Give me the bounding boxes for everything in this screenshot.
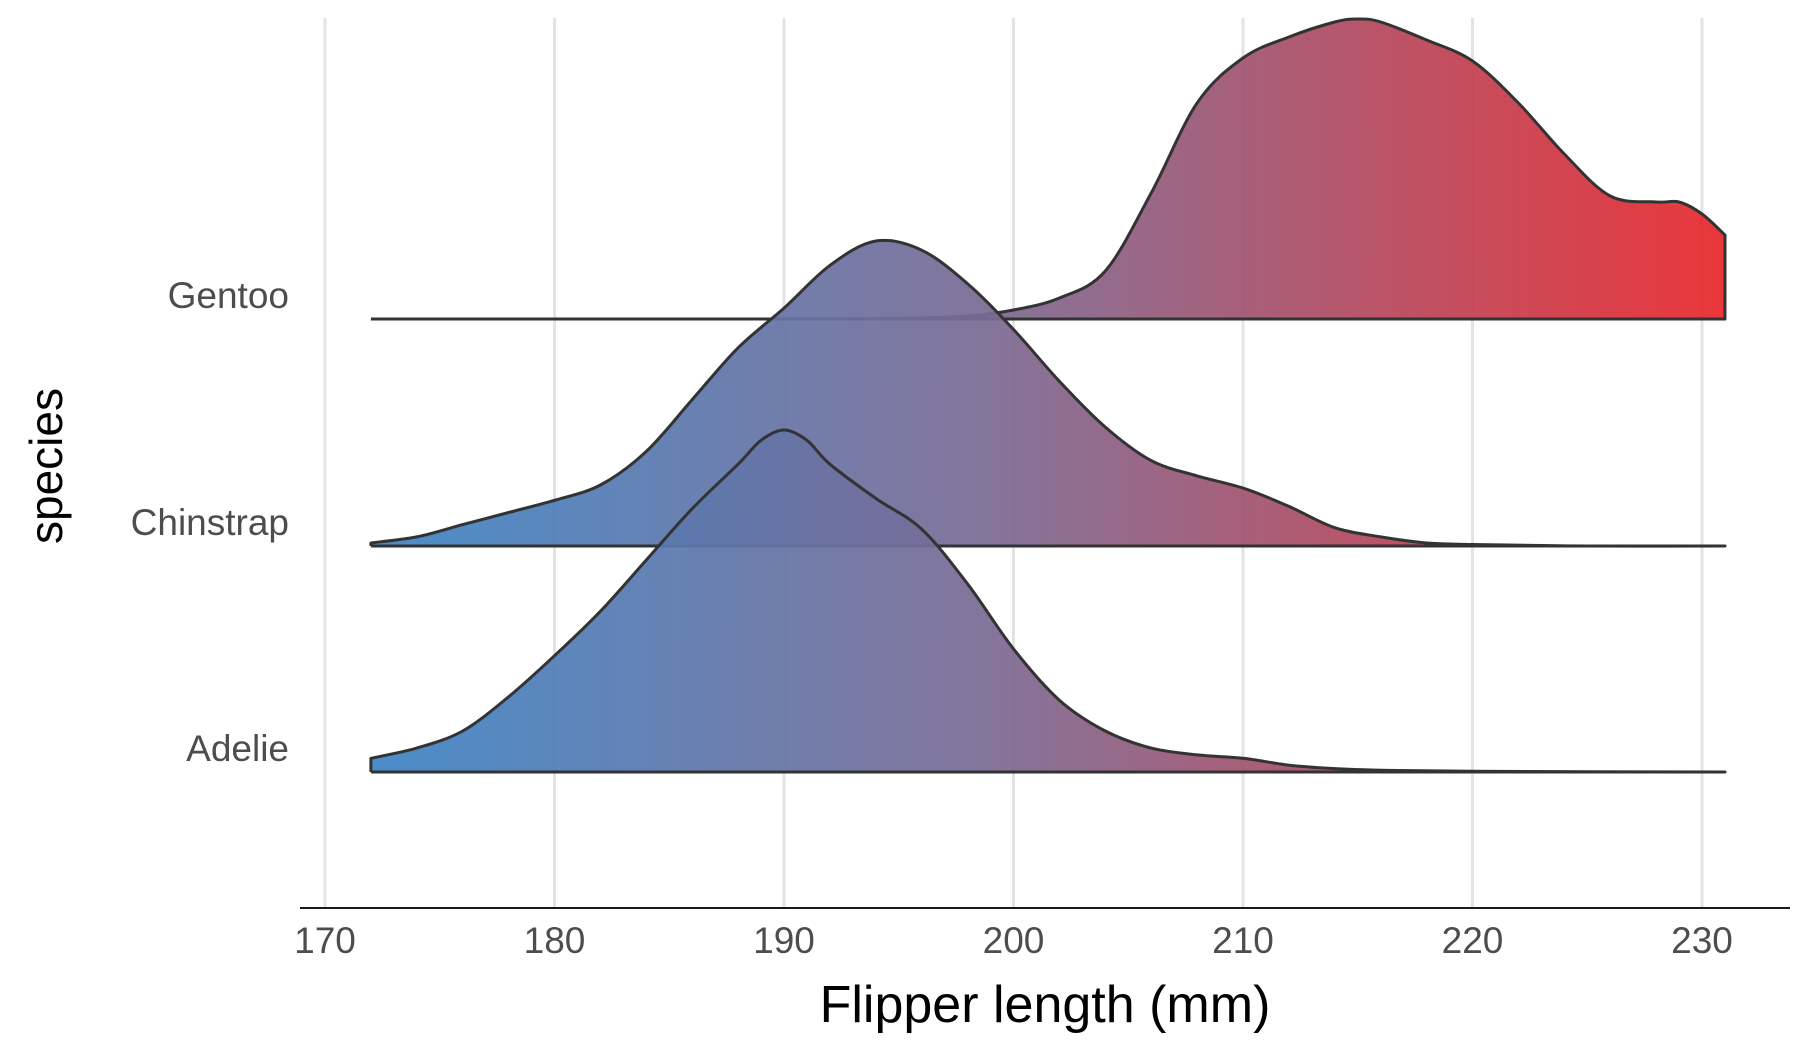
ridge-outline-chinstrap [369,238,1727,548]
x-tick-label-170: 170 [294,920,356,961]
y-tick-label-chinstrap: Chinstrap [131,502,289,543]
x-tick-label-210: 210 [1212,920,1274,961]
ridge-adelie [369,428,1727,774]
x-tick-label-190: 190 [753,920,815,961]
x-tick-label-220: 220 [1442,920,1504,961]
y-tick-label-adelie: Adelie [186,728,289,769]
ridge-chinstrap [369,238,1727,548]
y-axis-labels: Adelie Chinstrap Gentoo [131,275,289,769]
y-tick-label-gentoo: Gentoo [168,275,289,316]
y-axis-title: species [20,388,72,544]
x-axis-tick-labels: 170 180 190 200 210 220 230 [294,920,1733,961]
ridge-outline-adelie [369,428,1727,774]
ridge-fill-gentoo [370,18,1725,320]
ridge-fill-adelie [370,430,1725,772]
ridge-fill-chinstrap [370,240,1725,547]
x-axis-title: Flipper length (mm) [820,976,1271,1034]
ridges [369,17,1727,774]
ridge-gentoo [370,17,1727,321]
x-tick-label-180: 180 [524,920,586,961]
x-tick-label-230: 230 [1671,920,1733,961]
x-tick-label-200: 200 [983,920,1045,961]
